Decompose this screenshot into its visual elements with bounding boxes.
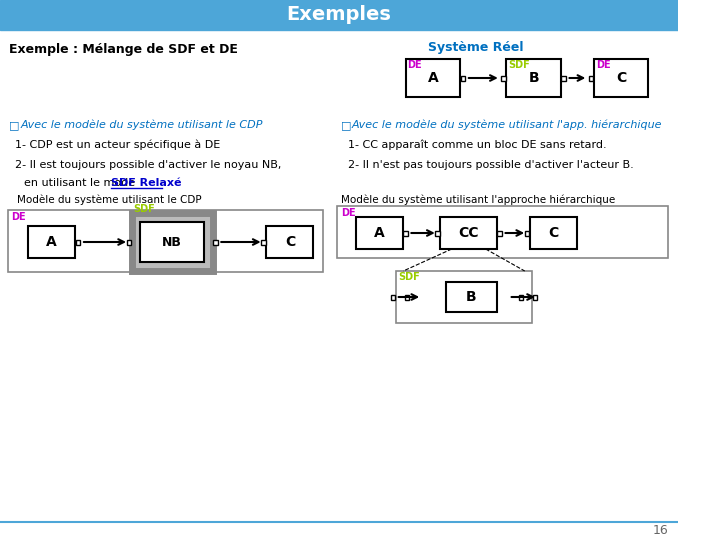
Text: DE: DE [595, 60, 611, 70]
Bar [533, 294, 537, 300]
Text: □: □ [9, 120, 20, 130]
Bar [446, 282, 498, 312]
Text: C: C [549, 226, 559, 240]
Text: B: B [467, 290, 477, 304]
Bar [441, 217, 497, 249]
Bar [337, 206, 668, 258]
Text: □: □ [341, 120, 351, 130]
Bar [266, 226, 313, 258]
Bar [461, 76, 465, 80]
Bar [261, 240, 266, 245]
Text: Exemple : Mélange de SDF et DE: Exemple : Mélange de SDF et DE [9, 44, 238, 57]
Bar [0, 0, 678, 30]
Bar [213, 240, 218, 245]
Bar [594, 59, 649, 97]
Text: B: B [528, 71, 539, 85]
Text: 2- Il est toujours possible d'activer le noyau NB,: 2- Il est toujours possible d'activer le… [15, 160, 282, 170]
Bar [405, 294, 410, 300]
Bar [530, 217, 577, 249]
Text: 2- Il n'est pas toujours possible d'activer l'acteur B.: 2- Il n'est pas toujours possible d'acti… [348, 160, 634, 170]
Text: SDF Relaxé: SDF Relaxé [111, 178, 181, 188]
Bar [7, 210, 323, 272]
Text: DE: DE [341, 208, 356, 218]
Text: 16: 16 [652, 524, 668, 537]
Bar [28, 226, 76, 258]
Text: SDF: SDF [134, 204, 156, 214]
Bar [405, 59, 460, 97]
Text: A: A [428, 71, 438, 85]
Bar [506, 59, 561, 97]
Bar [403, 231, 408, 235]
Text: 1- CDP est un acteur spécifique à DE: 1- CDP est un acteur spécifique à DE [15, 140, 220, 150]
Bar [127, 240, 131, 245]
Bar [76, 240, 81, 245]
Bar [501, 76, 506, 80]
Text: C: C [284, 235, 295, 249]
Bar [436, 231, 440, 235]
Bar [525, 231, 529, 235]
Text: C: C [616, 71, 626, 85]
Text: A: A [46, 235, 57, 249]
Text: Modèle du système utilisant le CDP: Modèle du système utilisant le CDP [17, 195, 202, 205]
Text: A: A [374, 226, 384, 240]
Bar [589, 76, 593, 80]
Bar [562, 76, 566, 80]
Text: CC: CC [459, 226, 479, 240]
Bar [498, 231, 502, 235]
Text: Avec le modèle du système utilisant l'app. hiérarchique: Avec le modèle du système utilisant l'ap… [352, 120, 662, 130]
Bar [396, 271, 532, 323]
Bar [356, 217, 402, 249]
Text: Exemples: Exemples [287, 5, 391, 24]
Text: SDF: SDF [508, 60, 530, 70]
Text: Système Réel: Système Réel [428, 42, 523, 55]
Bar [518, 294, 523, 300]
Text: en utilisant le mode: en utilisant le mode [24, 178, 139, 188]
Text: Avec le modèle du système utilisant le CDP: Avec le modèle du système utilisant le C… [21, 120, 264, 130]
Text: DE: DE [12, 212, 26, 222]
Text: Modèle du système utilisant l'approche hiérarchique: Modèle du système utilisant l'approche h… [341, 195, 615, 205]
Text: NB: NB [162, 235, 182, 248]
Text: SDF: SDF [399, 272, 420, 282]
Bar [140, 222, 204, 262]
Bar [132, 213, 212, 271]
Text: DE: DE [408, 60, 422, 70]
Bar [390, 294, 395, 300]
Text: 1- CC apparaît comme un bloc DE sans retard.: 1- CC apparaît comme un bloc DE sans ret… [348, 140, 607, 150]
